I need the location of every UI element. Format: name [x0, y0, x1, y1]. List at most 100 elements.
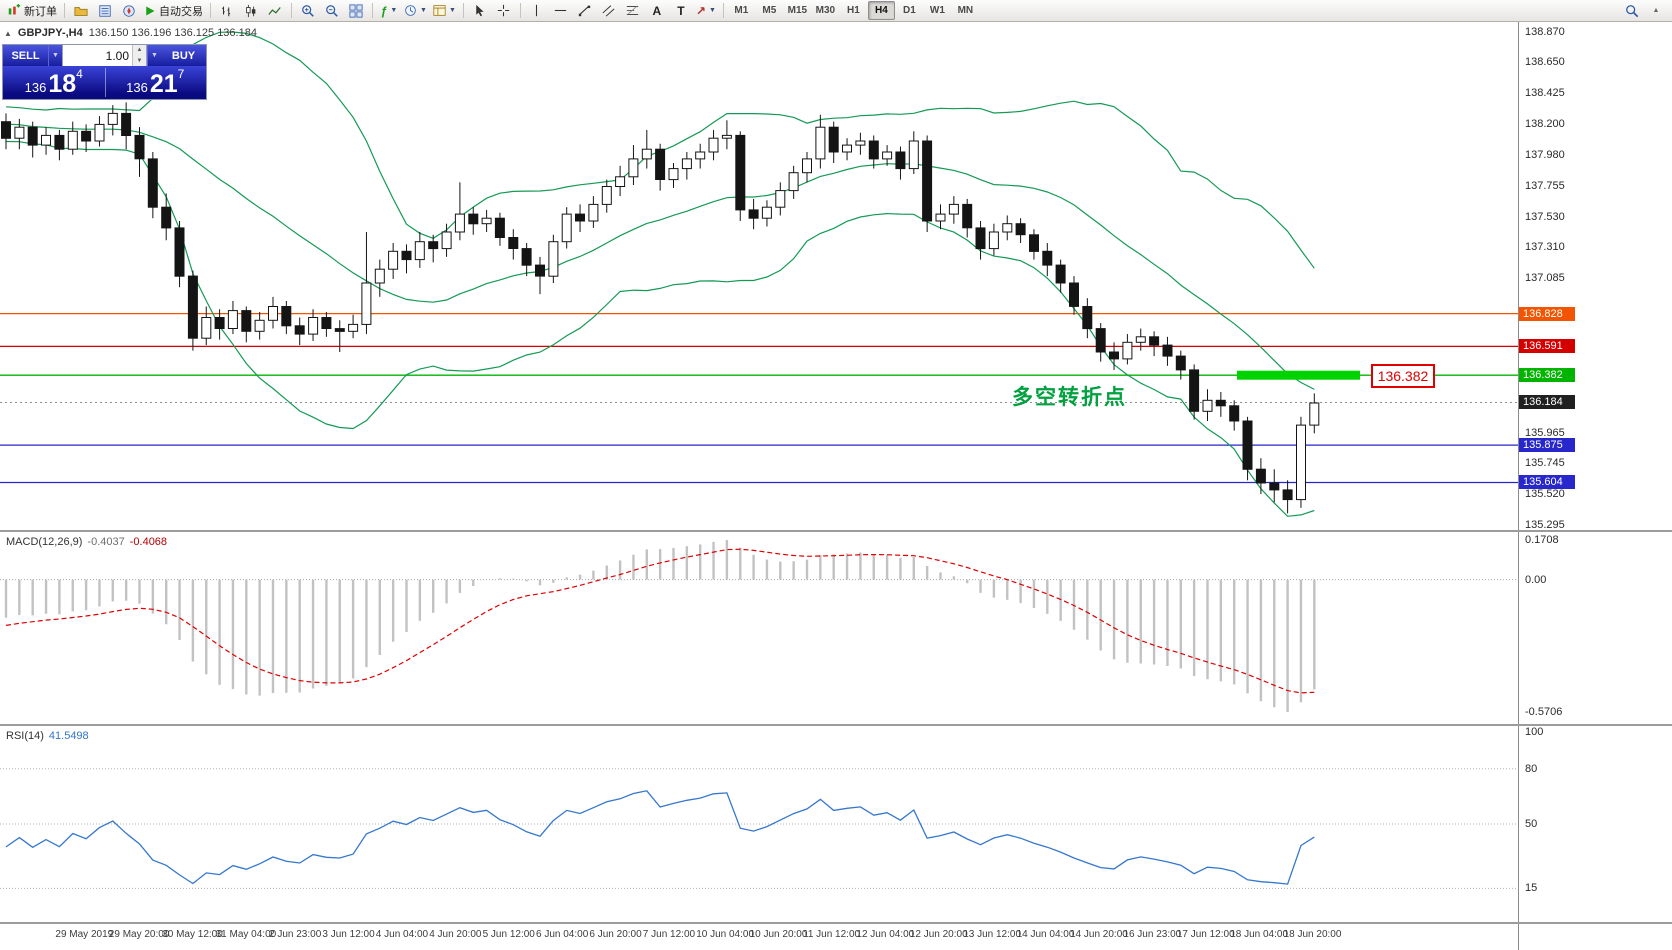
label-tool-button[interactable]: T: [669, 1, 693, 21]
time-axis-label: 29 May 2019: [55, 929, 114, 940]
volume-stepper[interactable]: ▲ ▼: [132, 45, 146, 66]
price-scale[interactable]: 138.870 138.650 138.425 138.200 137.980 137.7…: [1518, 22, 1672, 950]
price-scale-label: 138.870: [1525, 26, 1565, 38]
cursor-button[interactable]: [468, 1, 492, 21]
new-order-button[interactable]: 新订单: [4, 1, 60, 21]
spinner-up-icon[interactable]: ▲: [133, 45, 146, 56]
price-scale-label: 100: [1525, 726, 1544, 738]
price-scale-label: 137.310: [1525, 241, 1565, 254]
buy-options-caret-icon[interactable]: ▼: [147, 45, 161, 66]
price-scale-label: 137.755: [1525, 179, 1565, 192]
timeframe-m30-button[interactable]: M30: [815, 5, 836, 16]
chart-symbol-header: ▲ GBPJPY-,H4 136.150 136.196 136.125 136…: [4, 27, 257, 39]
bar-chart-button[interactable]: [215, 1, 239, 21]
ask-price-main: 136: [126, 80, 148, 95]
time-axis-label: 31 May 04:00: [215, 929, 277, 940]
tile-windows-icon: [349, 3, 363, 18]
price-scale-label: 137.530: [1525, 210, 1565, 223]
template-icon: [433, 4, 446, 17]
panel-separator[interactable]: [0, 922, 1672, 924]
toolbar-separator: [64, 3, 65, 18]
ask-price-button[interactable]: 136 21 7: [105, 66, 207, 99]
price-scale-label: 138.650: [1525, 56, 1565, 69]
time-axis[interactable]: 29 May 2019 29 May 20:00 30 May 12:00 31 Ma…: [0, 924, 1518, 950]
crosshair-button[interactable]: [492, 1, 516, 21]
autotrading-button[interactable]: 自动交易: [141, 1, 206, 21]
fibonacci-tool-button[interactable]: [621, 1, 645, 21]
price-scale-label: 135.965: [1525, 426, 1565, 439]
sell-button[interactable]: SELL: [3, 45, 48, 66]
price-scale-label: -0.5706: [1525, 706, 1563, 718]
trendline-tool-button[interactable]: [573, 1, 597, 21]
time-axis-label: 10 Jun 04:00: [696, 929, 755, 940]
timeframe-h4-button[interactable]: H4: [867, 1, 895, 20]
volume-input[interactable]: [63, 45, 132, 66]
navigator-button[interactable]: [117, 1, 141, 21]
macd-name: MACD(12,26,9): [6, 536, 83, 548]
panel-separator[interactable]: [0, 530, 1672, 532]
periods-button[interactable]: ▼: [401, 1, 430, 21]
profiles-button[interactable]: [69, 1, 93, 21]
price-scale-label: 50: [1525, 818, 1538, 830]
bid-price-button[interactable]: 136 18 4: [3, 66, 105, 99]
timeframe-m5-button[interactable]: M5: [762, 5, 777, 16]
arrows-tool-button[interactable]: ↗ ▼: [693, 1, 719, 21]
price-scale-label: 0.1708: [1525, 534, 1559, 546]
vertical-line-tool-button[interactable]: [525, 1, 549, 21]
sell-options-caret-icon[interactable]: ▼: [48, 45, 62, 66]
symbol-period-label: GBPJPY-,H4: [17, 27, 83, 39]
time-axis-label: 11 Jun 12:00: [803, 929, 861, 940]
chevron-down-icon: ▼: [448, 7, 456, 14]
zoom-out-button[interactable]: [320, 1, 344, 21]
macd-panel-label: MACD(12,26,9) -0.4037 -0.4068: [6, 536, 167, 548]
timeframe-d1-button[interactable]: D1: [902, 5, 916, 16]
chart-annotation-text[interactable]: 多空转折点: [1012, 386, 1127, 409]
tile-windows-button[interactable]: [344, 1, 368, 21]
line-chart-button[interactable]: [263, 1, 287, 21]
indicators-icon: ƒ: [380, 3, 388, 18]
timeframe-m1-button[interactable]: M1: [734, 5, 749, 16]
price-scale-label: 0.00: [1525, 573, 1547, 586]
time-axis-label: 7 Jun 12:00: [642, 929, 696, 940]
price-level-label-box[interactable]: 136.382: [1371, 364, 1435, 388]
time-axis-label: 12 Jun 04:00: [856, 929, 915, 940]
templates-button[interactable]: ▼: [430, 1, 459, 21]
one-click-top-row: SELL ▼ ▲▼ ▼ BUY: [3, 45, 206, 66]
arrow-tool-icon: ↗: [695, 3, 706, 18]
collapse-toolbar-button[interactable]: ▲: [1644, 1, 1668, 21]
toolbar-separator: [722, 3, 724, 18]
toolbar-separator: [372, 3, 373, 18]
price-scale-label: 15: [1525, 882, 1538, 895]
search-button[interactable]: [1620, 1, 1644, 21]
timeframe-h1-button[interactable]: H1: [846, 5, 860, 16]
text-tool-button[interactable]: A: [645, 1, 669, 21]
time-axis-label: 6 Jun 20:00: [589, 929, 642, 940]
oneclick-collapse-icon[interactable]: ▲: [4, 28, 12, 38]
horizontal-line-tool-button[interactable]: [549, 1, 573, 21]
candle-chart-icon: [244, 4, 258, 18]
crosshair-icon: [497, 4, 510, 17]
candle-chart-button[interactable]: [239, 1, 263, 21]
vertical-line-icon: [530, 4, 543, 17]
indicators-button[interactable]: ƒ ▼: [377, 1, 401, 21]
volume-field-wrap: ▲▼: [62, 45, 147, 66]
time-axis-label: 18 Jun 20:00: [1283, 929, 1342, 940]
market-watch-button[interactable]: [93, 1, 117, 21]
timeframe-mn-button[interactable]: MN: [957, 5, 974, 16]
time-axis-label: 4 Jun 20:00: [429, 929, 482, 940]
channel-tool-button[interactable]: [597, 1, 621, 21]
buy-button[interactable]: BUY: [161, 45, 206, 66]
ask-price-pips: 21: [149, 70, 178, 98]
timeframe-m15-button[interactable]: M15: [787, 5, 808, 16]
price-badge: 136.382: [1519, 368, 1575, 383]
spinner-down-icon[interactable]: ▼: [133, 55, 146, 66]
bid-price-point: 4: [76, 67, 83, 81]
panel-separator[interactable]: [0, 724, 1672, 726]
timeframe-w1-button[interactable]: W1: [929, 5, 945, 16]
one-click-price-row: 136 18 4 136 21 7: [3, 66, 206, 99]
bid-price-pips: 18: [48, 70, 77, 98]
zoom-in-button[interactable]: [296, 1, 320, 21]
time-axis-label: 17 Jun 12:00: [1176, 929, 1235, 940]
price-scale-label: 135.295: [1525, 519, 1565, 532]
